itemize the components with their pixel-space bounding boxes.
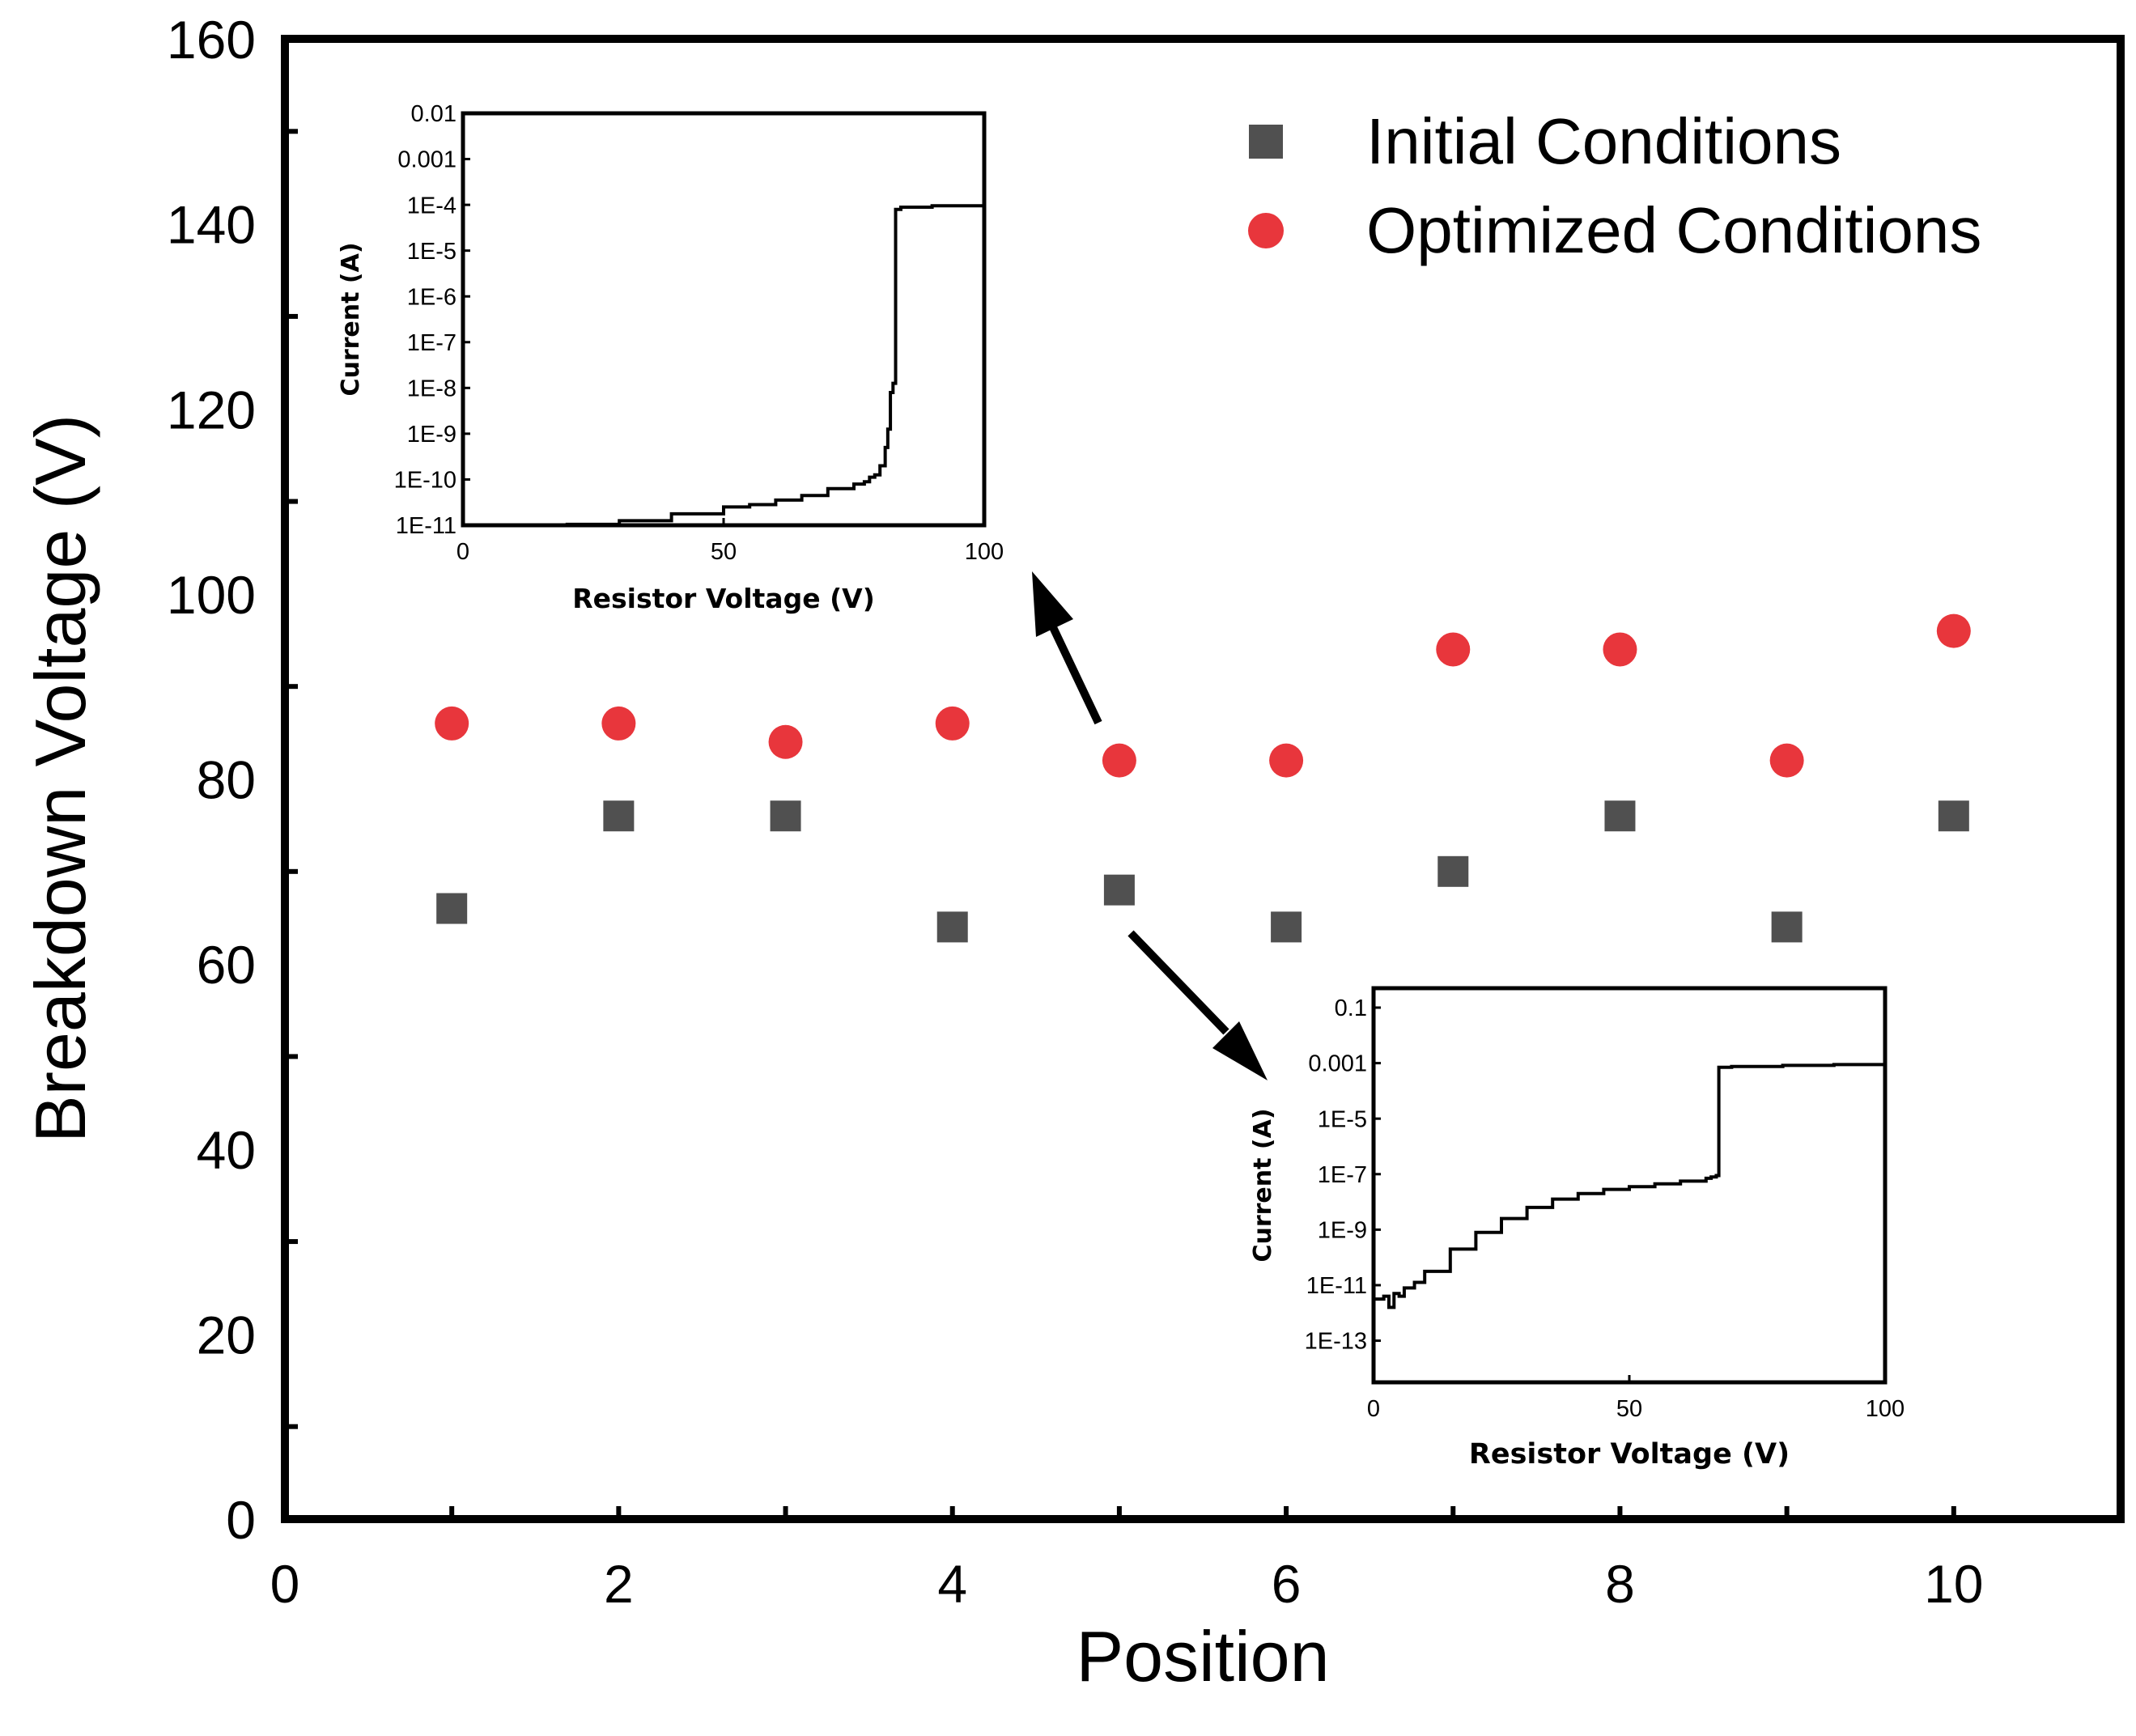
data-point-square [1771,911,1803,943]
inset-current-trace [1374,1063,1887,1309]
x-tick-label: 6 [1272,1554,1302,1614]
data-point-square [1271,911,1302,943]
x-tick-label: 0 [270,1554,300,1614]
legend: Initial Conditions Optimized Conditions [1248,105,1981,266]
data-point-circle [1269,743,1304,778]
inset-bottom-right-x-axis-label: Resistor Voltage (V) [1469,1438,1790,1471]
inset-x-tick-label: 100 [965,539,1004,565]
data-point-circle [1603,632,1637,667]
x-tick-label: 10 [1924,1554,1983,1614]
data-point-circle [768,724,803,759]
y-tick-label: 140 [167,195,256,255]
inset-x-tick-label: 0 [457,539,469,565]
inset-y-tick-label: 1E-11 [396,513,457,539]
data-point-circle [1936,613,1971,648]
inset-y-tick-label: 1E-6 [407,284,457,310]
inset-bottom-right-plot [1374,1063,1887,1309]
inset-y-tick-label: 1E-7 [1318,1162,1367,1188]
data-point-circle [1102,743,1136,778]
y-tick-label: 160 [167,10,256,70]
inset-y-tick-label: 1E-7 [407,330,457,356]
inset-y-tick-label: 1E-10 [394,468,457,494]
inset-top-left-background [455,108,989,530]
data-point-square [436,893,468,924]
x-tick-label: 4 [937,1554,967,1614]
inset-x-tick-label: 100 [1866,1396,1905,1422]
data-point-square [1604,800,1636,832]
arrow-to-top-inset [1048,623,1102,725]
arrows [1032,571,1268,1080]
data-point-square [603,800,635,832]
inset-top-left: 0 50 100 1E-11 1E-10 1E-9 1E-8 1E-7 1E-6 1E-5 1E-4… [337,101,1004,614]
arrow-head-bottom [1212,1021,1268,1080]
y-tick-label: 20 [197,1305,256,1365]
inset-bottom-right: 0 50 100 1E-13 1E-11 1E-9 1E-7 1E-5 0.001 0.1 Res… [1249,983,1905,1471]
y-tick-label: 120 [167,380,256,439]
data-point-circle [601,706,636,741]
data-point-square [936,911,968,943]
main-plot-frame [281,35,2125,1523]
inset-y-tick-label: 0.001 [1308,1051,1367,1077]
arrow-to-bottom-inset [1127,930,1229,1035]
y-tick-label: 80 [197,750,256,810]
data-point-square [1103,874,1135,906]
inset-top-left-ticks: 0 50 100 1E-11 1E-10 1E-9 1E-8 1E-7 1E-6 1E-5 1E-4… [394,101,1004,565]
legend-label: Initial Conditions [1366,105,1841,177]
y-axis-label: Breakdown Voltage (V) [20,414,100,1143]
inset-y-tick-label: 0.01 [411,101,457,127]
y-tick-label: 0 [226,1490,256,1550]
y-tick-label: 100 [167,565,256,625]
data-point-circle [1436,632,1471,667]
inset-y-tick-label: 1E-4 [407,193,457,219]
inset-y-tick-label: 1E-8 [407,376,457,401]
inset-current-trace [463,203,986,527]
inset-bottom-right-ticks: 0 50 100 1E-13 1E-11 1E-9 1E-7 1E-5 0.001 0.1 [1305,995,1905,1422]
inset-x-tick-label: 50 [1616,1396,1642,1422]
y-tick-label: 40 [197,1120,256,1180]
inset-y-tick-label: 1E-9 [407,422,457,448]
inset-y-tick-label: 1E-11 [1306,1273,1367,1299]
inset-bottom-right-y-axis-label: Current (A) [1249,1108,1277,1262]
inset-top-left-plot [463,203,986,527]
x-axis-label: Position [1076,1616,1329,1696]
legend-marker-square [1249,125,1283,159]
main-markers [435,613,1971,943]
arrow-head-top [1032,571,1073,637]
legend-marker-circle [1248,213,1284,248]
x-tick-label: 2 [604,1554,634,1614]
data-point-circle [435,706,469,741]
legend-label: Optimized Conditions [1366,194,1981,266]
data-point-circle [935,706,970,741]
inset-top-left-x-axis-label: Resistor Voltage (V) [572,583,875,614]
inset-top-left-y-axis-label: Current (A) [337,242,365,396]
y-tick-label: 60 [197,935,256,995]
inset-y-tick-label: 1E-9 [1318,1218,1367,1244]
inset-x-tick-label: 50 [711,539,737,565]
data-point-square [770,800,801,832]
inset-y-tick-label: 0.001 [397,147,457,173]
data-point-square [1938,800,1969,832]
data-point-square [1437,855,1469,887]
inset-y-tick-label: 1E-5 [407,239,457,265]
inset-y-tick-label: 0.1 [1335,995,1367,1021]
inset-x-tick-label: 0 [1367,1396,1380,1422]
data-point-circle [1769,743,1804,778]
inset-y-tick-label: 1E-13 [1305,1329,1367,1355]
inset-y-tick-label: 1E-5 [1318,1106,1367,1132]
x-tick-label: 8 [1605,1554,1635,1614]
